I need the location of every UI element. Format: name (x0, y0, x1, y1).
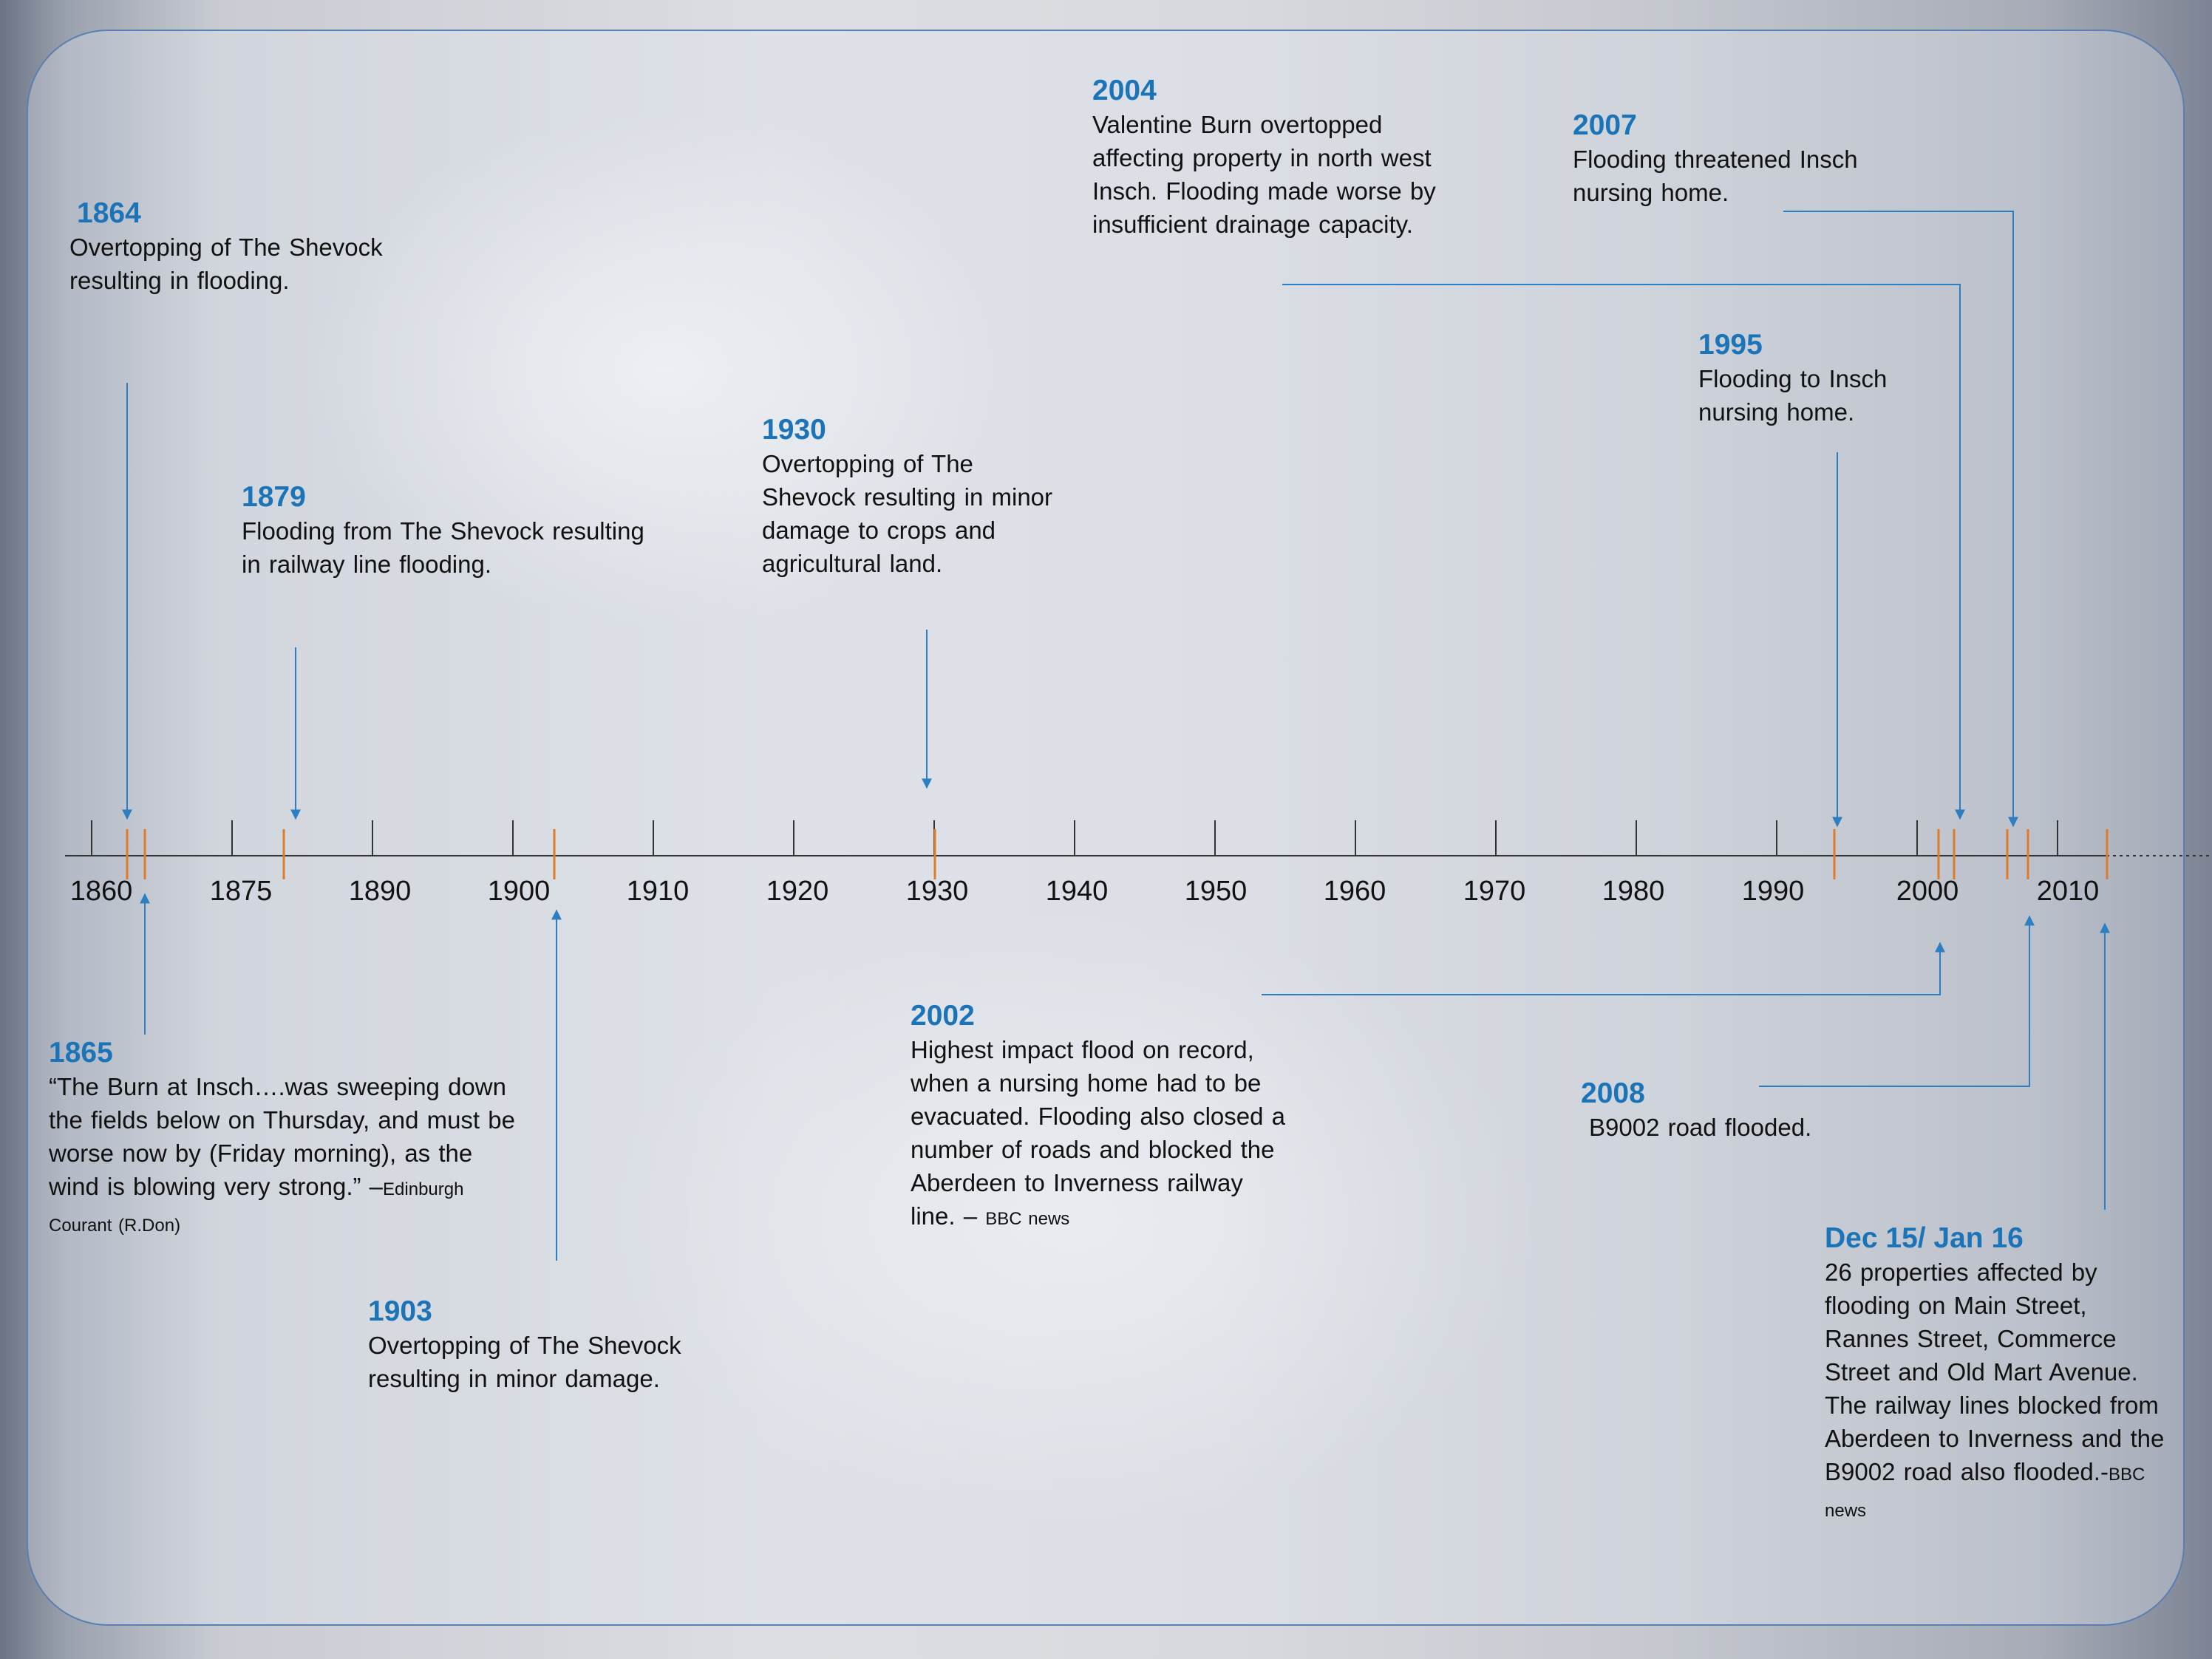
event-year: Dec 15/ Jan 16 (1825, 1222, 2024, 1254)
event-1903: 1903 Overtopping of The Shevock resultin… (368, 1295, 752, 1395)
tick-label: 1920 (766, 876, 829, 907)
tick-label: 1875 (209, 876, 273, 907)
tick-label: 1910 (626, 876, 690, 907)
connector-2004 (1282, 284, 1965, 820)
event-2007: 2007 Flooding threatened Insch nursing h… (1573, 109, 1920, 209)
event-text: Overtopping of The Shevock resulting in … (69, 234, 383, 294)
tick-label: 1890 (348, 876, 412, 907)
event-source: BBC news (1825, 1465, 2145, 1521)
event-text: B9002 road flooded. (1589, 1114, 1812, 1141)
event-1865: 1865 “The Burn at Insch….was sweeping do… (49, 1036, 522, 1242)
event-1879: 1879 Flooding from The Shevock resulting… (242, 480, 656, 581)
event-description: 26 properties affected by flooding on Ma… (1825, 1258, 2165, 1485)
event-year: 2002 (911, 1000, 975, 1032)
event-2008: 2008 B9002 road flooded. (1581, 1077, 1891, 1144)
event-text: Flooding from The Shevock resulting in r… (242, 517, 644, 578)
connector-2002 (1262, 941, 1945, 995)
event-year: 2008 (1581, 1077, 1645, 1109)
tick-label: 1860 (69, 876, 133, 907)
event-text: Flooding threatened Insch nursing home. (1573, 146, 1858, 206)
tick-label: 1970 (1463, 876, 1526, 907)
event-year: 1995 (1698, 329, 1763, 361)
event-year: 1903 (368, 1295, 432, 1327)
tick-label: 1950 (1184, 876, 1248, 907)
event-2015: Dec 15/ Jan 16 26 properties affected by… (1825, 1222, 2172, 1527)
tick-label: 1990 (1741, 876, 1805, 907)
event-year: 1865 (49, 1037, 113, 1069)
tick-label: 1930 (905, 876, 969, 907)
event-year: 1879 (242, 481, 306, 513)
event-text: Valentine Burn overtopped affecting prop… (1092, 111, 1436, 238)
tick-label: 1900 (487, 876, 551, 907)
tick-label: 2010 (2036, 876, 2100, 907)
event-1930: 1930 Overtopping of The Shevock resultin… (762, 413, 1072, 580)
event-text: Overtopping of The Shevock resulting in … (368, 1332, 681, 1392)
connector-2008 (1759, 915, 2035, 1087)
event-1864: 1864 Overtopping of The Shevock resultin… (69, 197, 454, 297)
event-year: 1864 (77, 197, 141, 229)
event-quote: “The Burn at Insch….was sweeping down th… (49, 1073, 515, 1200)
event-1995: 1995 Flooding to Insch nursing home. (1698, 328, 1935, 429)
tick-label: 1980 (1602, 876, 1665, 907)
event-source: Edinburgh Courant (R.Don) (49, 1179, 464, 1236)
tick-label: 2000 (1896, 876, 1959, 907)
event-text: Flooding to Insch nursing home. (1698, 365, 1888, 426)
event-text: Highest impact flood on record, when a n… (911, 1033, 1295, 1236)
timeline-panel (27, 30, 2185, 1626)
event-text: “The Burn at Insch….was sweeping down th… (49, 1070, 522, 1242)
event-year: 2004 (1092, 75, 1157, 106)
event-text: Overtopping of The Shevock resulting in … (762, 450, 1053, 577)
connector-2007 (1783, 211, 2018, 828)
event-year: 1930 (762, 414, 826, 446)
event-year: 2007 (1573, 109, 1637, 141)
tick-label: 1940 (1045, 876, 1109, 907)
event-2004: 2004 Valentine Burn overtopped affecting… (1092, 74, 1440, 241)
event-2002: 2002 Highest impact flood on record, whe… (911, 999, 1295, 1236)
event-text: 26 properties affected by flooding on Ma… (1825, 1256, 2172, 1527)
event-description: Highest impact flood on record, when a n… (911, 1036, 1285, 1230)
event-source: BBC news (985, 1209, 1070, 1229)
tick-label: 1960 (1323, 876, 1386, 907)
